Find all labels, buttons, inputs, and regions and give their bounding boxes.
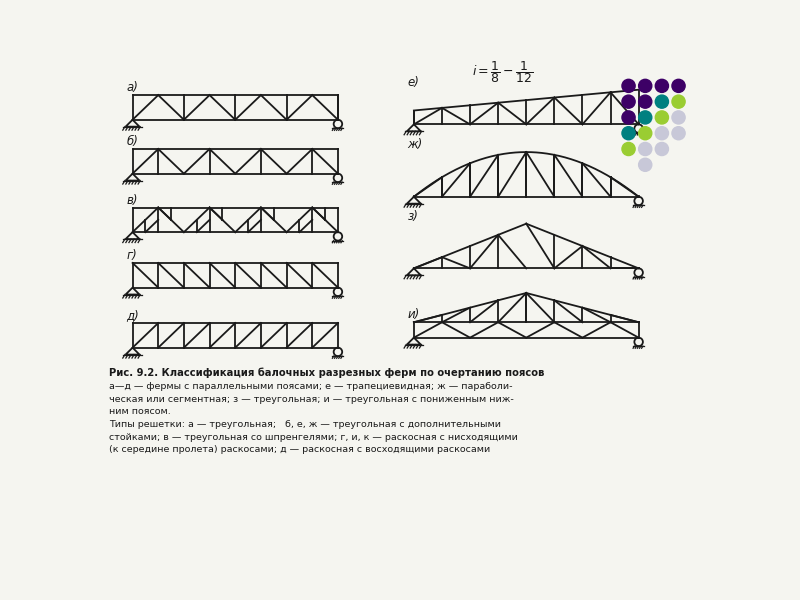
Text: е): е)	[408, 76, 419, 89]
Circle shape	[622, 127, 635, 140]
Text: г): г)	[126, 249, 137, 262]
Text: а—д — фермы с параллельными поясами; е — трапециевидная; ж — параболи-: а—д — фермы с параллельными поясами; е —…	[110, 382, 513, 391]
Circle shape	[638, 158, 652, 172]
Circle shape	[622, 95, 635, 108]
Text: и): и)	[408, 308, 420, 322]
Text: стойками; в — треугольная со шпренгелями; г, и, к — раскосная с нисходящими: стойками; в — треугольная со шпренгелями…	[110, 433, 518, 442]
Circle shape	[622, 142, 635, 155]
Circle shape	[622, 111, 635, 124]
Circle shape	[638, 79, 652, 92]
Text: а): а)	[126, 81, 138, 94]
Circle shape	[655, 95, 669, 108]
Circle shape	[655, 127, 669, 140]
Circle shape	[655, 142, 669, 155]
Text: д): д)	[126, 309, 139, 322]
Text: Типы решетки: а — треугольная;   б, е, ж — треугольная с дополнительными: Типы решетки: а — треугольная; б, е, ж —…	[110, 420, 502, 429]
Circle shape	[638, 111, 652, 124]
Text: в): в)	[126, 194, 138, 206]
Circle shape	[622, 79, 635, 92]
Text: ж): ж)	[408, 138, 423, 151]
Circle shape	[655, 79, 669, 92]
Text: б): б)	[126, 135, 138, 148]
Circle shape	[672, 127, 685, 140]
Text: ческая или сегментная; з — треугольная; и — треугольная с пониженным ниж-: ческая или сегментная; з — треугольная; …	[110, 395, 514, 404]
Circle shape	[638, 95, 652, 108]
Text: Рис. 9.2. Классификация балочных разрезных ферм по очертанию поясов: Рис. 9.2. Классификация балочных разрезн…	[110, 368, 545, 378]
Text: ним поясом.: ним поясом.	[110, 407, 171, 416]
Circle shape	[638, 127, 652, 140]
Circle shape	[655, 111, 669, 124]
Circle shape	[638, 142, 652, 155]
Text: з): з)	[408, 210, 418, 223]
Text: $i = \dfrac{1}{8} - \dfrac{1}{12}$: $i = \dfrac{1}{8} - \dfrac{1}{12}$	[472, 59, 534, 85]
Text: (к середине пролета) раскосами; д — раскосная с восходящими раскосами: (к середине пролета) раскосами; д — раск…	[110, 445, 490, 454]
Circle shape	[672, 111, 685, 124]
Circle shape	[672, 79, 685, 92]
Circle shape	[672, 95, 685, 108]
